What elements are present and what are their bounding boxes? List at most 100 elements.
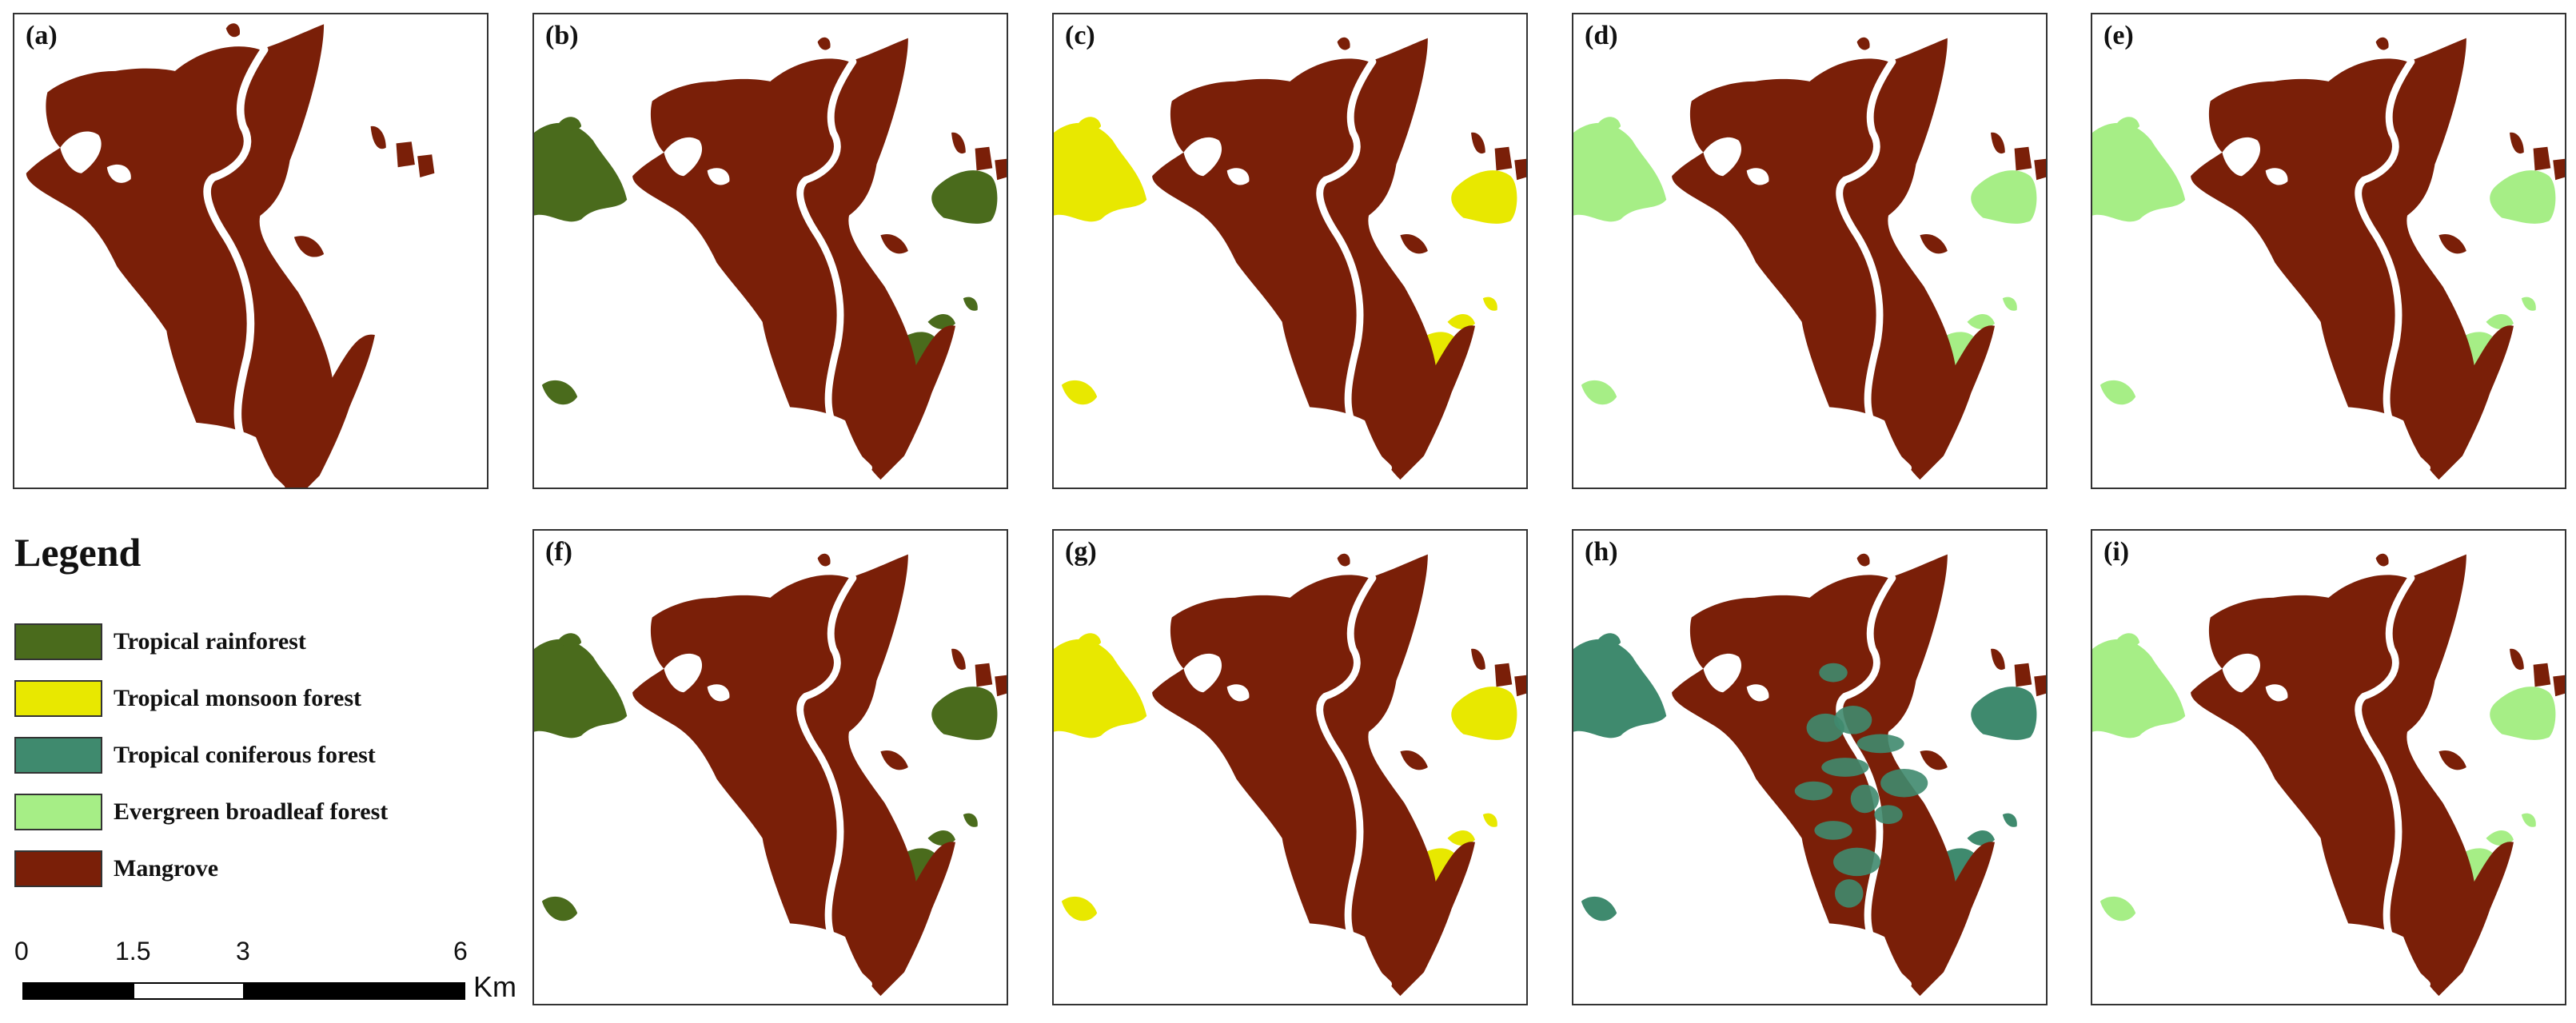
mangrove-patch — [293, 236, 325, 257]
scale-label-3: 3 — [236, 937, 250, 965]
forest-patch — [541, 896, 578, 921]
panel-label: (i) — [2103, 537, 2130, 567]
map-panel-g: (g) — [1052, 529, 1528, 1005]
legend-item-mangrove: Mangrove — [14, 849, 218, 889]
coniferous-patch — [1833, 847, 1881, 877]
panel-label: (d) — [1585, 21, 1618, 50]
legend-swatch — [14, 794, 102, 830]
legend-item-monsoon: Tropical monsoon forest — [14, 679, 361, 718]
mangrove-patch — [2034, 158, 2046, 181]
mangrove-patch — [2553, 158, 2565, 181]
legend-label: Mangrove — [114, 855, 219, 882]
mangrove-patch — [1471, 648, 1485, 671]
legend-item-broadleaf: Evergreen broadleaf forest — [14, 792, 388, 832]
water-hole — [1746, 168, 1769, 185]
mangrove-patch — [2438, 233, 2466, 254]
mangrove-patch — [1494, 663, 1513, 687]
mangrove-patch — [1856, 553, 1870, 567]
legend-item-rainforest: Tropical rainforest — [14, 622, 306, 662]
forest-patch — [931, 687, 998, 740]
panel-label: (c) — [1065, 21, 1095, 50]
legend-title: Legend — [14, 530, 142, 575]
scale-label-0: 0 — [14, 937, 29, 965]
mangrove-area — [26, 24, 375, 488]
map-panel-c: (c) — [1052, 13, 1528, 489]
forest-patch — [1451, 170, 1517, 224]
mangrove-patch — [1494, 146, 1513, 171]
forest-patch — [1061, 380, 1098, 405]
mangrove-patch — [995, 675, 1007, 697]
forest-patch — [1451, 687, 1517, 740]
water-hole — [1226, 168, 1250, 185]
forest-patch — [963, 297, 978, 311]
mangrove-patch — [225, 23, 241, 38]
coniferous-patch — [1814, 821, 1852, 840]
water-hole — [707, 684, 730, 702]
mangrove-area — [1672, 38, 1995, 480]
scale-bar — [22, 982, 465, 1000]
forest-patch — [1482, 813, 1497, 827]
mangrove-patch — [2014, 146, 2032, 171]
forest-patch — [1482, 297, 1497, 311]
legend-swatch — [14, 623, 102, 660]
river-channel — [203, 46, 285, 488]
classification-map — [1054, 553, 1526, 997]
classification-map — [2092, 553, 2565, 997]
forest-patch — [1077, 633, 1102, 647]
forest-patch — [2490, 687, 2556, 740]
forest-patch — [2099, 380, 2136, 405]
mangrove-area — [632, 554, 955, 997]
coniferous-patch — [1850, 784, 1880, 814]
water-hole — [1703, 137, 1742, 177]
mangrove-patch — [1471, 132, 1485, 154]
mangrove-patch — [1991, 648, 2005, 671]
panel-label: (a) — [26, 21, 58, 50]
water-hole — [106, 164, 131, 183]
forest-patch — [927, 313, 955, 329]
mangrove-area — [2191, 38, 2514, 480]
mangrove-patch — [880, 233, 908, 254]
forest-patch — [2002, 297, 2017, 311]
water-hole — [664, 653, 703, 693]
legend-swatch — [14, 737, 102, 774]
scale-unit: Km — [473, 970, 516, 1003]
river-channel — [796, 574, 873, 988]
panel-label: (g) — [1065, 537, 1097, 567]
legend-swatch — [14, 680, 102, 717]
mangrove-patch — [1400, 750, 1428, 770]
classification-map — [1054, 37, 1526, 480]
map-panel-i: (i) — [2091, 529, 2566, 1005]
water-hole — [707, 168, 730, 185]
forest-patch — [1054, 122, 1147, 222]
scale-segment — [243, 982, 465, 1000]
mangrove-patch — [951, 648, 966, 671]
water-hole — [2222, 137, 2261, 177]
mangrove-area — [632, 38, 955, 480]
mangrove-patch — [2375, 37, 2389, 50]
mangrove-patch — [370, 125, 386, 149]
forest-patch — [557, 633, 582, 647]
coniferous-patch — [1835, 879, 1864, 908]
forest-patch — [2092, 639, 2186, 738]
mangrove-patch — [417, 154, 435, 178]
legend-label: Evergreen broadleaf forest — [114, 798, 389, 825]
forest-patch — [963, 813, 978, 827]
water-hole — [2265, 684, 2288, 702]
water-hole — [1703, 653, 1742, 693]
forest-patch — [1077, 117, 1102, 131]
forest-patch — [927, 830, 955, 846]
classification-map — [534, 553, 1007, 997]
mangrove-patch — [2014, 663, 2032, 687]
mangrove-patch — [1991, 132, 2005, 154]
mangrove-patch — [995, 158, 1007, 181]
scale-label-1-5: 1.5 — [115, 937, 151, 965]
forest-patch — [1971, 687, 2037, 740]
classification-map — [1573, 37, 2046, 480]
river-channel — [2355, 58, 2431, 472]
forest-patch — [2486, 830, 2514, 846]
water-hole — [1183, 137, 1222, 177]
mangrove-patch — [951, 132, 966, 154]
mangrove-area — [1152, 554, 1475, 997]
mangrove-patch — [396, 141, 415, 168]
legend-label: Tropical monsoon forest — [114, 685, 362, 711]
